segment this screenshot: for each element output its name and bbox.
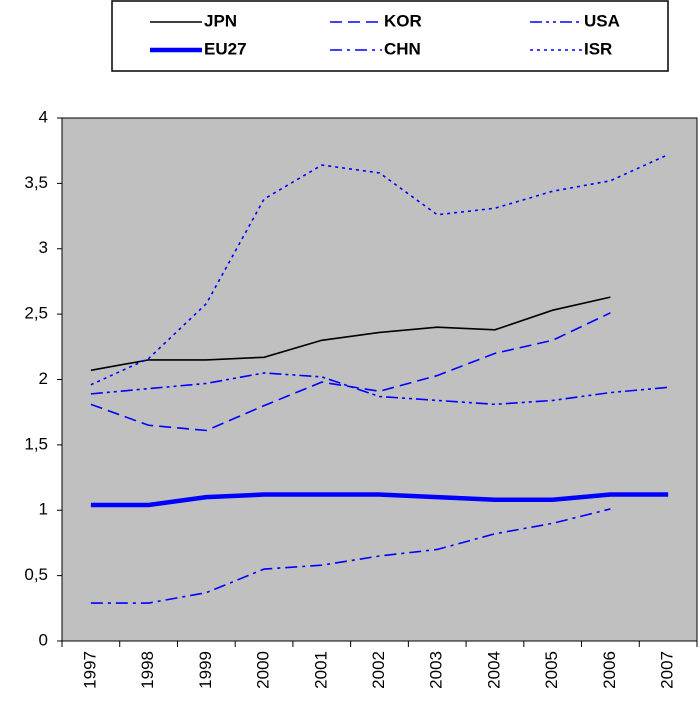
x-tick-label: 1997	[80, 651, 99, 689]
y-tick-label: 1	[39, 500, 48, 519]
series-line	[90, 312, 611, 432]
y-tick-label: 3	[39, 238, 48, 257]
y-tick-label: 2	[39, 369, 48, 388]
x-tick-label: 2007	[658, 651, 677, 689]
legend-label: CHN	[384, 39, 421, 58]
y-tick-label: 0,5	[24, 565, 48, 584]
x-tick-label: 2002	[369, 651, 388, 689]
x-tick-label: 2005	[542, 651, 561, 689]
legend-label: JPN	[204, 11, 237, 30]
legend-box	[111, 0, 669, 72]
x-tick-label: 2000	[254, 651, 273, 689]
x-tick-label: 1998	[138, 651, 157, 689]
legend-label: ISR	[584, 39, 612, 58]
y-tick-label: 3,5	[24, 173, 48, 192]
x-tick-label: 2004	[484, 651, 503, 689]
legend-label: EU27	[204, 39, 247, 58]
x-tick-label: 2006	[600, 651, 619, 689]
plot-area	[61, 117, 698, 642]
series-line	[90, 296, 611, 372]
x-tick-label: 2003	[427, 651, 446, 689]
x-tick-label: 2001	[311, 651, 330, 689]
x-tick-label: 1999	[196, 651, 215, 689]
y-tick-label: 4	[39, 107, 48, 126]
y-tick-label: 1,5	[24, 434, 48, 453]
y-tick-label: 2,5	[24, 304, 48, 323]
y-tick-label: 0	[39, 630, 48, 649]
legend-label: USA	[584, 11, 620, 30]
legend-label: KOR	[384, 11, 422, 30]
series-line	[90, 372, 669, 406]
series-line	[90, 508, 611, 604]
series-line	[90, 492, 669, 508]
series-line	[90, 153, 669, 386]
